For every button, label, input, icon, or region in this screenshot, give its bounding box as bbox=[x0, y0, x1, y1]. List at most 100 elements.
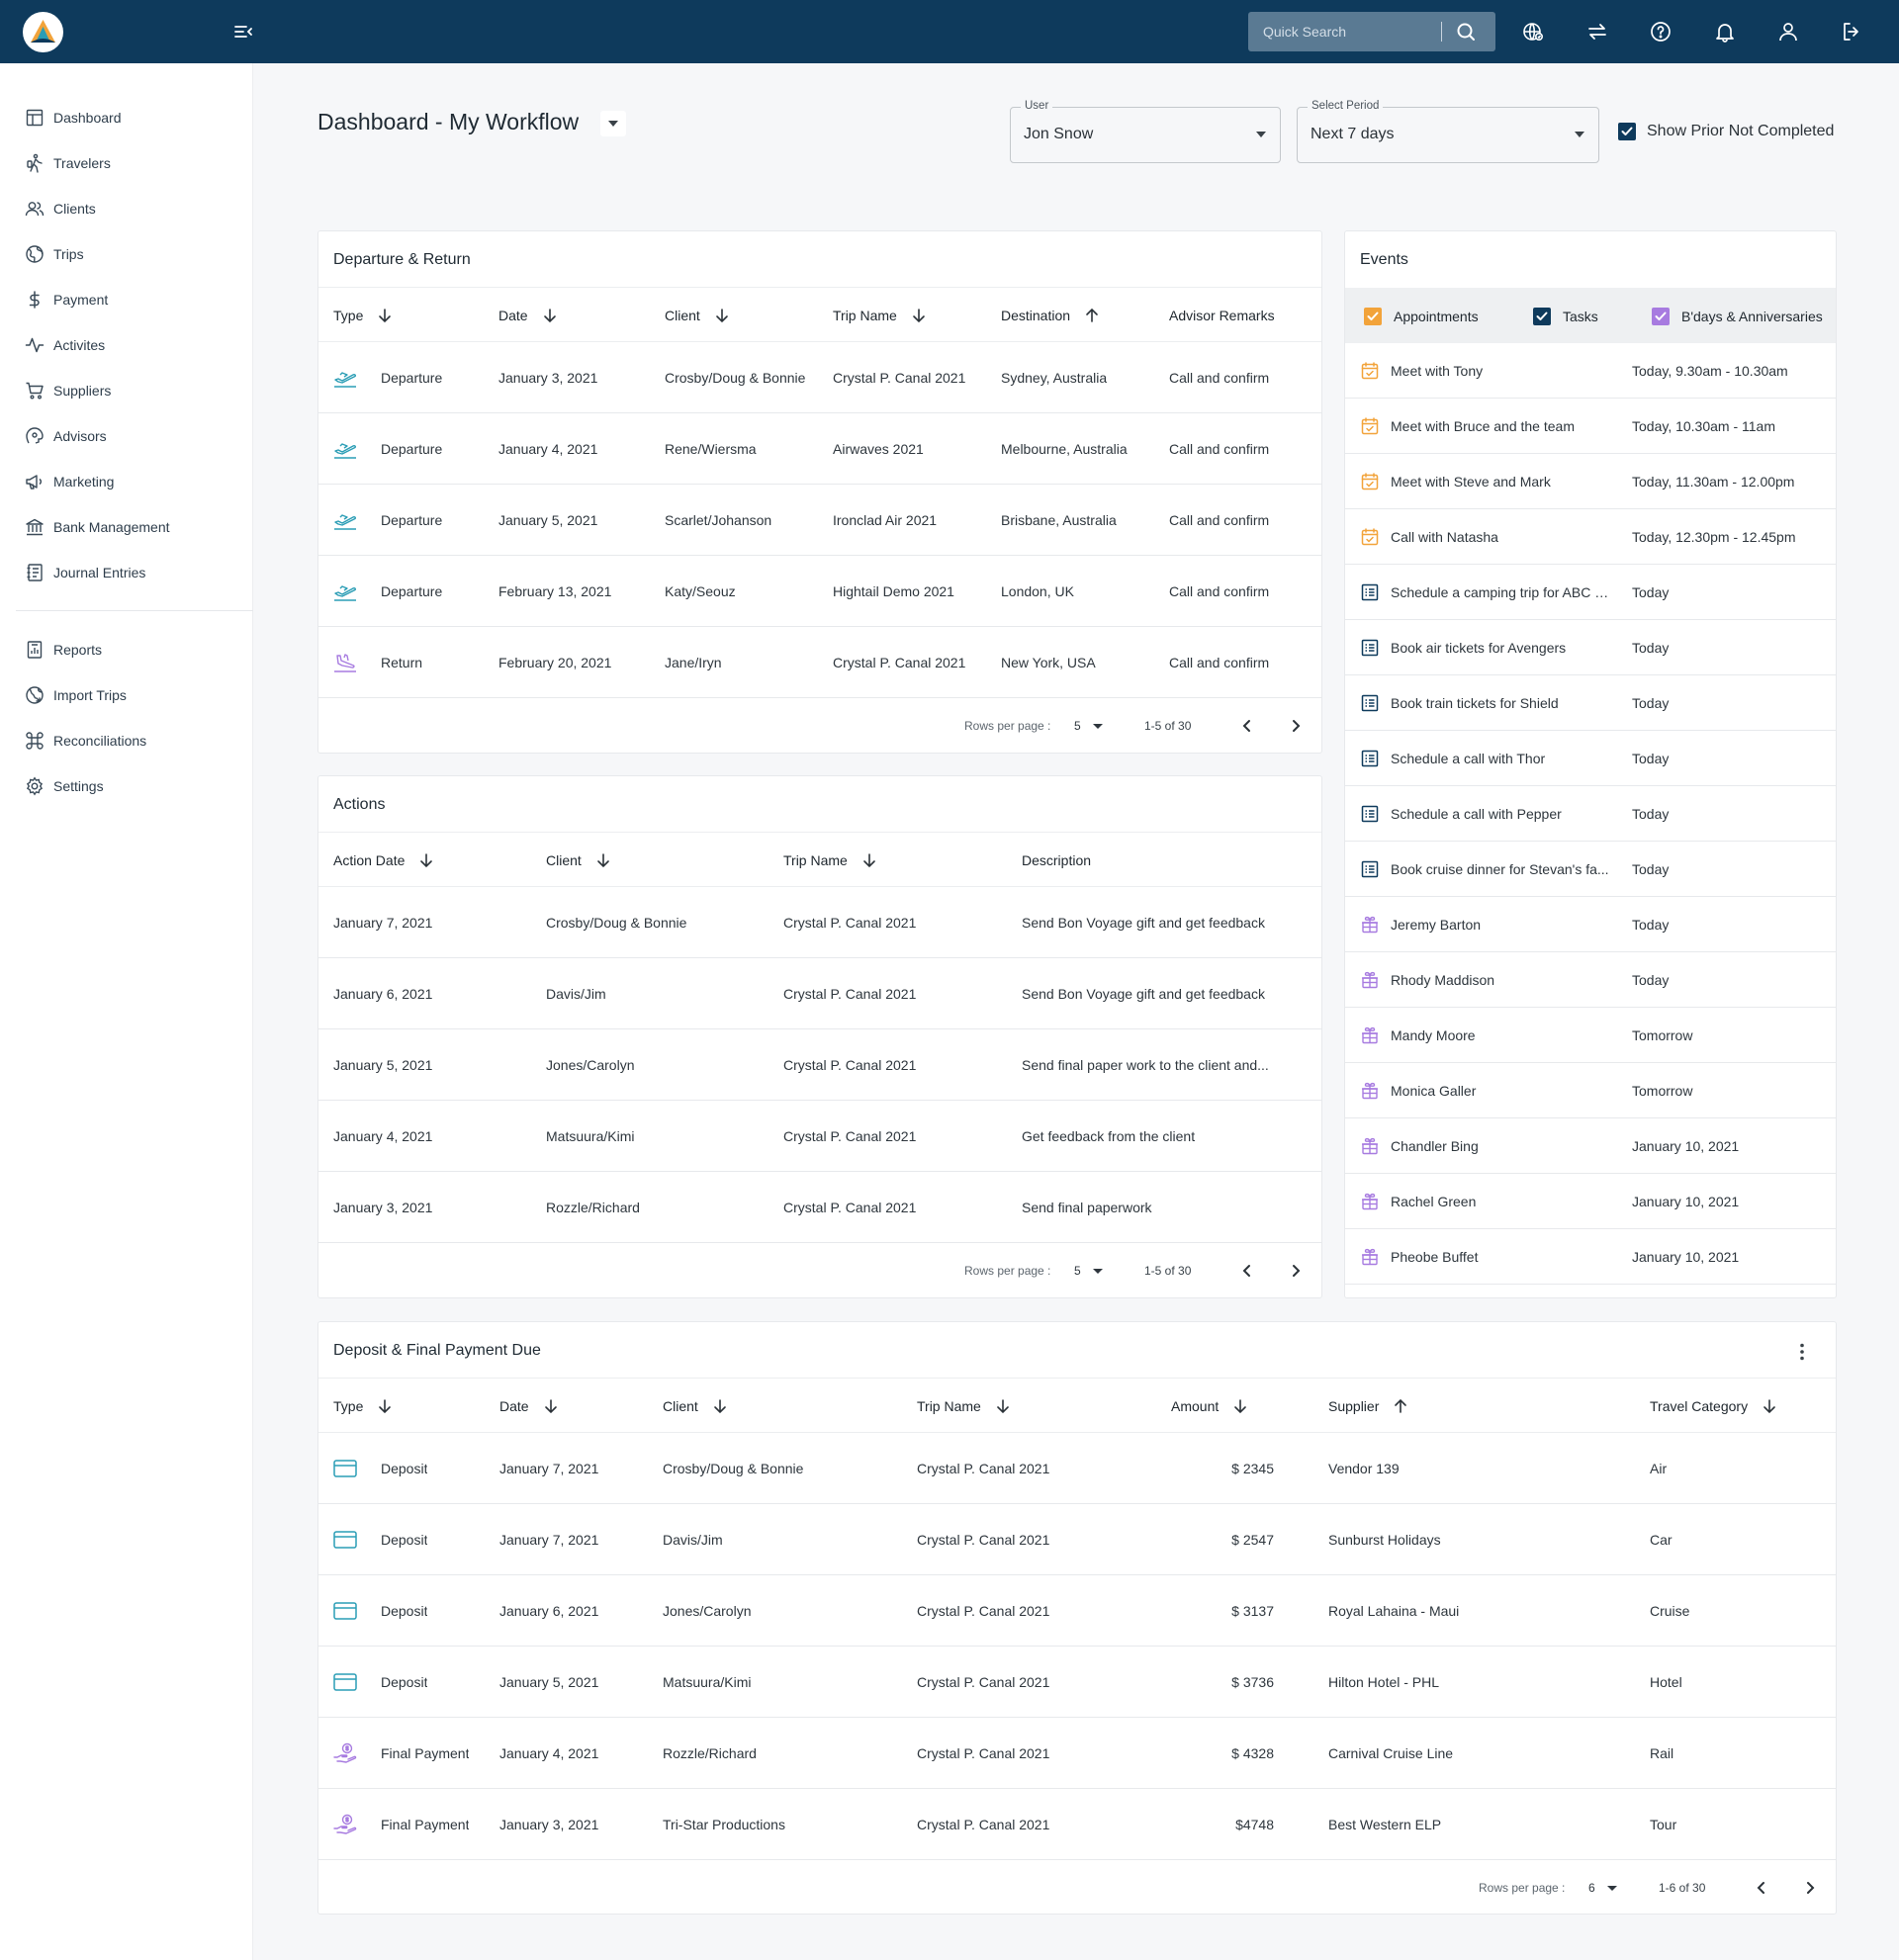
chevron-left-icon[interactable] bbox=[1750, 1876, 1773, 1900]
table-row[interactable]: January 7, 2021 Crosby/Doug & Bonnie Cry… bbox=[318, 887, 1321, 958]
event-item[interactable]: Rhody Maddison Today bbox=[1345, 952, 1836, 1008]
col-date[interactable]: Date bbox=[499, 1398, 559, 1414]
sidebar-item-suppliers[interactable]: Suppliers bbox=[24, 376, 241, 405]
col-date[interactable]: Date bbox=[498, 308, 558, 323]
table-row[interactable]: Deposit January 6, 2021 Jones/Carolyn Cryst… bbox=[318, 1575, 1836, 1647]
sidebar-item-bank-management[interactable]: Bank Management bbox=[24, 512, 241, 542]
table-row[interactable]: Deposit January 7, 2021 Davis/Jim Crystal P… bbox=[318, 1504, 1836, 1575]
row-date: January 4, 2021 bbox=[499, 1745, 599, 1761]
sidebar-item-activites[interactable]: Activites bbox=[24, 330, 241, 360]
col-destination[interactable]: Destination bbox=[1001, 308, 1100, 323]
table-row[interactable]: Deposit January 5, 2021 Matsuura/Kimi Cryst… bbox=[318, 1647, 1836, 1718]
event-item[interactable]: Rachel Green January 10, 2021 bbox=[1345, 1174, 1836, 1229]
table-row[interactable]: January 4, 2021 Matsuura/Kimi Crystal P.… bbox=[318, 1101, 1321, 1172]
caret-down-icon[interactable] bbox=[1607, 1886, 1617, 1891]
col-client[interactable]: Client bbox=[663, 1398, 728, 1414]
col-action-date[interactable]: Action Date bbox=[333, 852, 434, 868]
chevron-right-icon[interactable] bbox=[1798, 1876, 1822, 1900]
event-item[interactable]: Chandler Bing January 10, 2021 bbox=[1345, 1118, 1836, 1174]
caret-down-icon[interactable] bbox=[1093, 1269, 1103, 1274]
sidebar-item-dashboard[interactable]: Dashboard bbox=[24, 103, 241, 133]
event-item[interactable]: Meet with Steve and Mark Today, 11.30am -… bbox=[1345, 454, 1836, 509]
filter-tasks[interactable]: Tasks bbox=[1533, 308, 1598, 325]
table-row[interactable]: Return February 20, 2021 Jane/Iryn Cryst… bbox=[318, 627, 1321, 698]
sidebar-item-advisors[interactable]: Advisors bbox=[24, 421, 241, 451]
app-logo[interactable] bbox=[23, 12, 63, 52]
sidebar-item-settings[interactable]: Settings bbox=[24, 771, 241, 801]
checkbox[interactable] bbox=[1652, 308, 1670, 325]
table-row[interactable]: Departure January 5, 2021 Scarlet/Johans… bbox=[318, 485, 1321, 556]
row-trip: Crystal P. Canal 2021 bbox=[833, 655, 966, 670]
col-type[interactable]: Type bbox=[333, 308, 393, 323]
more-vert-icon[interactable] bbox=[1790, 1340, 1814, 1364]
table-row[interactable]: January 3, 2021 Rozzle/Richard Crystal P… bbox=[318, 1172, 1321, 1243]
event-item[interactable]: Book train tickets for Shield Today bbox=[1345, 675, 1836, 731]
period-select[interactable]: Select Period Next 7 days bbox=[1297, 100, 1599, 163]
event-item[interactable]: Call with Natasha Today, 12.30pm - 12.45p… bbox=[1345, 509, 1836, 565]
event-item[interactable]: Pheobe Buffet January 10, 2021 bbox=[1345, 1229, 1836, 1285]
table-row[interactable]: January 5, 2021 Jones/Carolyn Crystal P.… bbox=[318, 1029, 1321, 1101]
col-travel-category[interactable]: Travel Category bbox=[1650, 1398, 1777, 1414]
table-row[interactable]: Departure February 13, 2021 Katy/Seouz H… bbox=[318, 556, 1321, 627]
sidebar-item-import-trips[interactable]: Import Trips bbox=[24, 680, 241, 710]
chevron-left-icon[interactable] bbox=[1235, 714, 1259, 738]
rows-per-page-select[interactable]: 5 bbox=[1074, 1264, 1081, 1278]
table-row[interactable]: Final Payment January 4, 2021 Rozzle/Richa… bbox=[318, 1718, 1836, 1789]
event-item[interactable]: Schedule a camping trip for ABC gr... Tod… bbox=[1345, 565, 1836, 620]
sidebar-item-travelers[interactable]: Travelers bbox=[24, 148, 241, 178]
event-item[interactable]: Book cruise dinner for Stevan's fa... Tod… bbox=[1345, 842, 1836, 897]
menu-collapse-icon[interactable] bbox=[231, 20, 255, 44]
row-remarks: Call and confirm bbox=[1169, 583, 1270, 599]
chevron-right-icon[interactable] bbox=[1284, 714, 1308, 738]
event-item[interactable]: Book air tickets for Avengers Today bbox=[1345, 620, 1836, 675]
col-client[interactable]: Client bbox=[665, 308, 730, 323]
checkbox[interactable] bbox=[1533, 308, 1551, 325]
col-trip-name[interactable]: Trip Name bbox=[783, 852, 877, 868]
row-remarks: Call and confirm bbox=[1169, 512, 1270, 528]
table-row[interactable]: Deposit January 7, 2021 Crosby/Doug & Bonn… bbox=[318, 1433, 1836, 1504]
chevron-left-icon[interactable] bbox=[1235, 1259, 1259, 1283]
sidebar-item-clients[interactable]: Clients bbox=[24, 194, 241, 223]
title-dropdown-button[interactable] bbox=[600, 111, 626, 136]
table-row[interactable]: Departure January 4, 2021 Rene/Wiersma A… bbox=[318, 413, 1321, 485]
col-client[interactable]: Client bbox=[546, 852, 611, 868]
event-item[interactable]: Schedule a call with Pepper Today bbox=[1345, 786, 1836, 842]
show-prior-checkbox[interactable] bbox=[1618, 123, 1636, 140]
filter-birthdays[interactable]: B'days & Anniversaries bbox=[1652, 308, 1823, 325]
help-icon[interactable] bbox=[1649, 20, 1673, 44]
sidebar-item-reports[interactable]: Reports bbox=[24, 635, 241, 665]
col-trip-name[interactable]: Trip Name bbox=[917, 1398, 1011, 1414]
table-row[interactable]: Final Payment January 3, 2021 Tri-Star Pro… bbox=[318, 1789, 1836, 1860]
event-item[interactable]: Mandy Moore Tomorrow bbox=[1345, 1008, 1836, 1063]
chevron-right-icon[interactable] bbox=[1284, 1259, 1308, 1283]
event-item[interactable]: Schedule a call with Thor Today bbox=[1345, 731, 1836, 786]
search-icon[interactable] bbox=[1454, 20, 1478, 44]
search-input[interactable] bbox=[1248, 12, 1441, 51]
event-item[interactable]: Jeremy Barton Today bbox=[1345, 897, 1836, 952]
filter-appointments[interactable]: Appointments bbox=[1364, 308, 1479, 325]
caret-down-icon[interactable] bbox=[1093, 724, 1103, 729]
col-trip-name[interactable]: Trip Name bbox=[833, 308, 927, 323]
user-icon[interactable] bbox=[1776, 20, 1800, 44]
rows-per-page-select[interactable]: 6 bbox=[1588, 1881, 1595, 1895]
sidebar-item-journal-entries[interactable]: Journal Entries bbox=[24, 558, 241, 587]
event-item[interactable]: Meet with Bruce and the team Today, 10.30… bbox=[1345, 399, 1836, 454]
table-row[interactable]: January 6, 2021 Davis/Jim Crystal P. Can… bbox=[318, 958, 1321, 1029]
swap-icon[interactable] bbox=[1585, 20, 1609, 44]
col-amount[interactable]: Amount bbox=[1171, 1398, 1248, 1414]
col-supplier[interactable]: Supplier bbox=[1328, 1398, 1408, 1414]
sidebar-item-payment[interactable]: Payment bbox=[24, 285, 241, 314]
table-row[interactable]: Departure January 3, 2021 Crosby/Doug & … bbox=[318, 342, 1321, 413]
logout-icon[interactable] bbox=[1840, 20, 1863, 44]
globe-icon[interactable] bbox=[1521, 20, 1545, 44]
user-select[interactable]: User Jon Snow bbox=[1010, 100, 1281, 163]
rows-per-page-select[interactable]: 5 bbox=[1074, 719, 1081, 733]
sidebar-item-trips[interactable]: Trips bbox=[24, 239, 241, 269]
bell-icon[interactable] bbox=[1713, 20, 1737, 44]
event-item[interactable]: Meet with Tony Today, 9.30am - 10.30am bbox=[1345, 343, 1836, 399]
col-type[interactable]: Type bbox=[333, 1398, 393, 1414]
sidebar-item-reconciliations[interactable]: Reconciliations bbox=[24, 726, 241, 756]
sidebar-item-marketing[interactable]: Marketing bbox=[24, 467, 241, 496]
event-item[interactable]: Monica Galler Tomorrow bbox=[1345, 1063, 1836, 1118]
checkbox[interactable] bbox=[1364, 308, 1382, 325]
